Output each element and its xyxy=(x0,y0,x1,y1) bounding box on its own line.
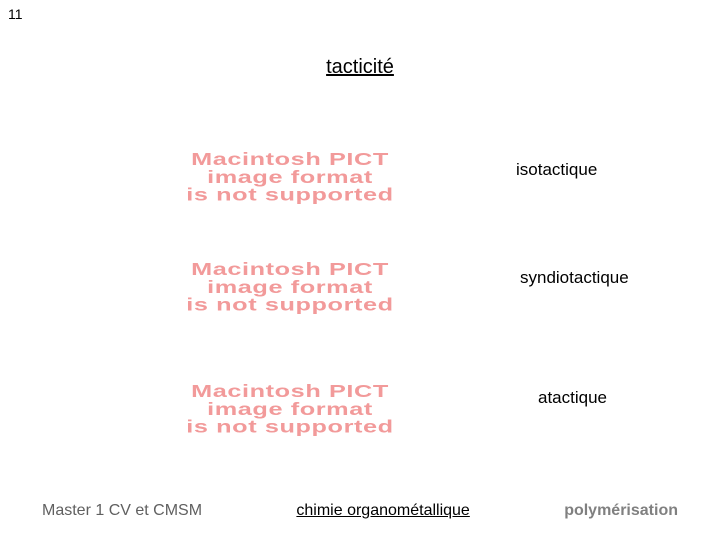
label-isotactique: isotactique xyxy=(516,160,597,180)
pict-line: image format xyxy=(60,400,520,418)
pict-error-1: Macintosh PICT image format is not suppo… xyxy=(60,150,520,204)
pict-error-2: Macintosh PICT image format is not suppo… xyxy=(60,260,520,314)
label-syndiotactique: syndiotactique xyxy=(520,268,629,288)
footer-right: polymérisation xyxy=(564,502,678,520)
label-atactique: atactique xyxy=(538,388,607,408)
footer: Master 1 CV et CMSM chimie organométalli… xyxy=(0,502,720,520)
pict-line: is not supported xyxy=(60,296,520,314)
pict-line: image format xyxy=(60,168,520,186)
pict-line: is not supported xyxy=(60,186,520,204)
page-number: 11 xyxy=(8,6,23,22)
pict-line: Macintosh PICT xyxy=(60,260,520,278)
pict-line: image format xyxy=(60,278,520,296)
slide-title: tacticité xyxy=(326,56,394,79)
footer-left: Master 1 CV et CMSM xyxy=(42,502,202,520)
pict-error-3: Macintosh PICT image format is not suppo… xyxy=(60,382,520,436)
pict-line: Macintosh PICT xyxy=(60,150,520,168)
pict-line: is not supported xyxy=(60,418,520,436)
pict-line: Macintosh PICT xyxy=(60,382,520,400)
footer-center: chimie organométallique xyxy=(296,502,469,520)
